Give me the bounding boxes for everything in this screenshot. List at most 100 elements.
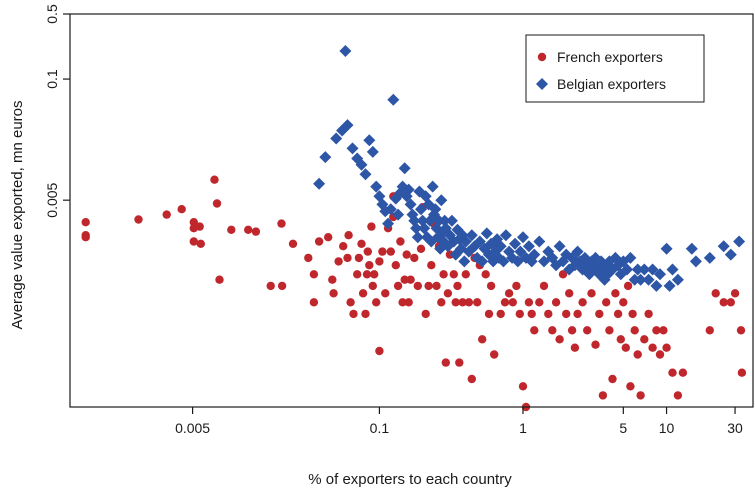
french-point-147 bbox=[705, 326, 714, 335]
belgian-point-131 bbox=[650, 279, 663, 292]
belgian-point-136 bbox=[671, 273, 684, 286]
belgian-point-101 bbox=[571, 245, 584, 258]
belgian-point-138 bbox=[689, 255, 702, 268]
french-point-35 bbox=[354, 253, 364, 263]
french-point-109 bbox=[551, 298, 561, 307]
french-point-48 bbox=[378, 247, 387, 256]
belgian-point-87 bbox=[522, 240, 535, 253]
belgian-point-30 bbox=[411, 231, 424, 244]
french-point-119 bbox=[587, 289, 596, 298]
french-point-33 bbox=[349, 309, 358, 319]
french-point-136 bbox=[636, 391, 645, 400]
french-point-12 bbox=[212, 199, 222, 208]
belgian-point-29 bbox=[410, 222, 423, 235]
french-point-130 bbox=[621, 343, 630, 352]
french-point-37 bbox=[358, 289, 368, 298]
french-point-49 bbox=[381, 289, 390, 298]
belgian-point-1 bbox=[313, 177, 326, 190]
french-point-36 bbox=[357, 239, 366, 248]
belgian-point-26 bbox=[404, 198, 417, 211]
belgian-point-10 bbox=[363, 134, 376, 147]
legend-box bbox=[525, 34, 705, 103]
french-point-60 bbox=[404, 298, 413, 307]
legend-label-french: French exporters bbox=[557, 49, 663, 65]
french-point-111 bbox=[558, 270, 568, 279]
belgian-point-132 bbox=[654, 268, 666, 281]
belgian-point-3 bbox=[330, 132, 343, 145]
french-point-4 bbox=[162, 210, 171, 219]
y-axis-title: Average value exported, mn euros bbox=[9, 100, 26, 329]
data-points bbox=[81, 45, 747, 412]
belgian-point-127 bbox=[634, 273, 647, 286]
french-point-16 bbox=[251, 227, 261, 236]
french-point-13 bbox=[215, 275, 224, 284]
french-point-3 bbox=[134, 215, 143, 224]
french-point-91 bbox=[486, 281, 496, 291]
french-point-17 bbox=[266, 281, 275, 291]
belgian-point-2 bbox=[319, 151, 332, 164]
french-point-86 bbox=[473, 298, 482, 307]
french-point-132 bbox=[626, 382, 635, 391]
belgian-point-62 bbox=[459, 235, 472, 248]
belgian-point-77 bbox=[494, 240, 507, 253]
legend-label-belgian: Belgian exporters bbox=[557, 76, 666, 92]
belgian-point-34 bbox=[418, 222, 431, 235]
french-point-107 bbox=[544, 309, 553, 319]
belgian-point-61 bbox=[458, 255, 471, 268]
belgian-point-32 bbox=[415, 203, 427, 216]
french-point-21 bbox=[304, 253, 313, 263]
french-point-138 bbox=[644, 309, 653, 319]
plot-frame bbox=[69, 13, 754, 408]
belgian-point-123 bbox=[621, 263, 633, 276]
belgian-point-54 bbox=[445, 214, 458, 227]
french-point-38 bbox=[361, 309, 370, 319]
legend-marker-french bbox=[537, 52, 547, 62]
french-point-143 bbox=[662, 343, 671, 352]
x-tick-label-2: 1 bbox=[519, 420, 527, 436]
belgian-point-90 bbox=[533, 235, 546, 248]
french-point-113 bbox=[565, 289, 574, 298]
french-point-102 bbox=[524, 298, 534, 307]
french-point-100 bbox=[518, 382, 528, 391]
french-point-103 bbox=[527, 309, 536, 319]
french-point-145 bbox=[673, 391, 683, 400]
french-point-24 bbox=[314, 237, 324, 246]
french-point-82 bbox=[461, 270, 470, 279]
french-point-152 bbox=[736, 326, 746, 335]
french-point-104 bbox=[530, 326, 539, 335]
french-point-77 bbox=[449, 270, 458, 279]
french-point-108 bbox=[548, 326, 557, 335]
belgian-point-50 bbox=[438, 214, 451, 227]
belgian-point-139 bbox=[703, 251, 716, 264]
french-point-148 bbox=[711, 289, 720, 298]
french-point-98 bbox=[512, 281, 521, 291]
french-point-125 bbox=[608, 374, 617, 384]
y-axis-ticks: 0.005 0.1 0.5 bbox=[44, 4, 70, 218]
french-point-126 bbox=[611, 289, 620, 298]
french-point-66 bbox=[421, 309, 430, 319]
french-point-27 bbox=[329, 289, 338, 298]
belgian-point-68 bbox=[476, 255, 489, 268]
belgian-point-17 bbox=[384, 203, 397, 216]
french-point-150 bbox=[726, 298, 735, 307]
french-point-18 bbox=[277, 219, 286, 228]
belgian-point-89 bbox=[528, 248, 541, 261]
french-point-70 bbox=[432, 281, 441, 291]
belgian-point-130 bbox=[646, 263, 659, 276]
belgian-point-78 bbox=[497, 255, 510, 268]
belgian-point-124 bbox=[624, 251, 637, 264]
belgian-point-5 bbox=[341, 119, 354, 132]
belgian-point-140 bbox=[717, 240, 730, 253]
belgian-point-79 bbox=[499, 229, 512, 242]
french-point-9 bbox=[195, 222, 204, 231]
x-tick-label-0: 0.005 bbox=[175, 420, 210, 436]
french-point-137 bbox=[640, 335, 649, 344]
french-point-117 bbox=[578, 298, 587, 307]
french-point-42 bbox=[367, 222, 376, 231]
belgian-point-47 bbox=[435, 194, 448, 207]
french-point-43 bbox=[368, 281, 377, 291]
french-point-123 bbox=[602, 298, 611, 307]
french-point-149 bbox=[719, 298, 728, 307]
french-point-106 bbox=[539, 281, 549, 291]
french-point-128 bbox=[616, 335, 625, 344]
